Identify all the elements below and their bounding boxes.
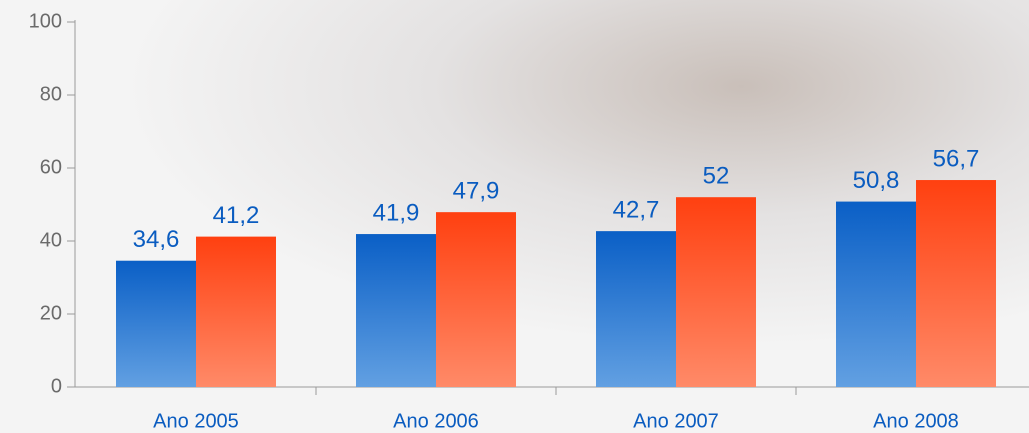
value-label: 52 [703, 163, 730, 190]
value-label: 34,6 [133, 226, 180, 253]
value-label: 41,2 [213, 202, 260, 229]
x-tick-label: Ano 2007 [633, 410, 719, 432]
y-tick-label: 0 [51, 375, 62, 397]
bar [436, 212, 516, 387]
bar [596, 231, 676, 387]
x-tick-label: Ano 2008 [873, 410, 959, 432]
y-tick-label: 40 [40, 229, 62, 251]
y-tick-label: 80 [40, 83, 62, 105]
x-tick-label: Ano 2005 [153, 410, 239, 432]
bar [116, 260, 196, 387]
bar [836, 201, 916, 387]
value-label: 47,9 [453, 178, 500, 205]
y-tick-label: 60 [40, 156, 62, 178]
y-tick-label: 100 [29, 10, 62, 32]
value-label: 41,9 [373, 199, 420, 226]
bar [356, 234, 436, 387]
bar [916, 180, 996, 387]
bar [676, 197, 756, 387]
value-label: 56,7 [933, 145, 980, 172]
y-tick-label: 20 [40, 302, 62, 324]
value-label: 50,8 [853, 167, 900, 194]
x-tick-label: Ano 2006 [393, 410, 479, 432]
bar [196, 236, 276, 387]
value-label: 42,7 [613, 196, 660, 223]
